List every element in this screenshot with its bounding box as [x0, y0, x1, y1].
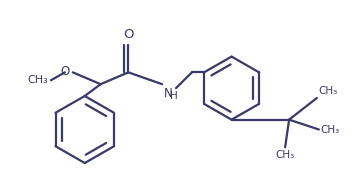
Text: N: N: [164, 87, 173, 100]
Text: CH₃: CH₃: [319, 86, 338, 96]
Text: CH₃: CH₃: [27, 75, 48, 85]
Text: H: H: [170, 91, 178, 101]
Text: CH₃: CH₃: [321, 124, 340, 135]
Text: O: O: [123, 28, 134, 41]
Text: CH₃: CH₃: [276, 150, 295, 160]
Text: O: O: [61, 65, 70, 78]
